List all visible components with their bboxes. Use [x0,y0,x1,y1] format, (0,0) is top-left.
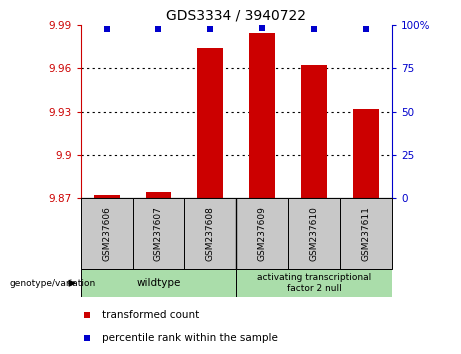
Bar [184,198,236,269]
Text: GSM237609: GSM237609 [258,206,267,261]
Bar [301,65,327,198]
Bar [146,193,171,198]
Title: GDS3334 / 3940722: GDS3334 / 3940722 [166,8,306,22]
Text: wildtype: wildtype [136,278,181,288]
Bar [236,269,392,297]
Text: transformed count: transformed count [102,310,200,320]
Text: GSM237607: GSM237607 [154,206,163,261]
Bar [288,198,340,269]
Bar [353,109,379,198]
Text: percentile rank within the sample: percentile rank within the sample [102,333,278,343]
Bar [236,198,288,269]
Text: activating transcriptional
factor 2 null: activating transcriptional factor 2 null [257,273,371,293]
Bar [94,195,119,198]
Bar [81,198,133,269]
Text: GSM237608: GSM237608 [206,206,215,261]
Text: GSM237610: GSM237610 [309,206,319,261]
Text: GSM237611: GSM237611 [361,206,371,261]
Text: genotype/variation: genotype/variation [9,279,95,288]
Bar [197,48,223,198]
Bar [340,198,392,269]
Bar [81,269,236,297]
Text: GSM237606: GSM237606 [102,206,111,261]
Bar [249,34,275,198]
Bar [133,198,184,269]
